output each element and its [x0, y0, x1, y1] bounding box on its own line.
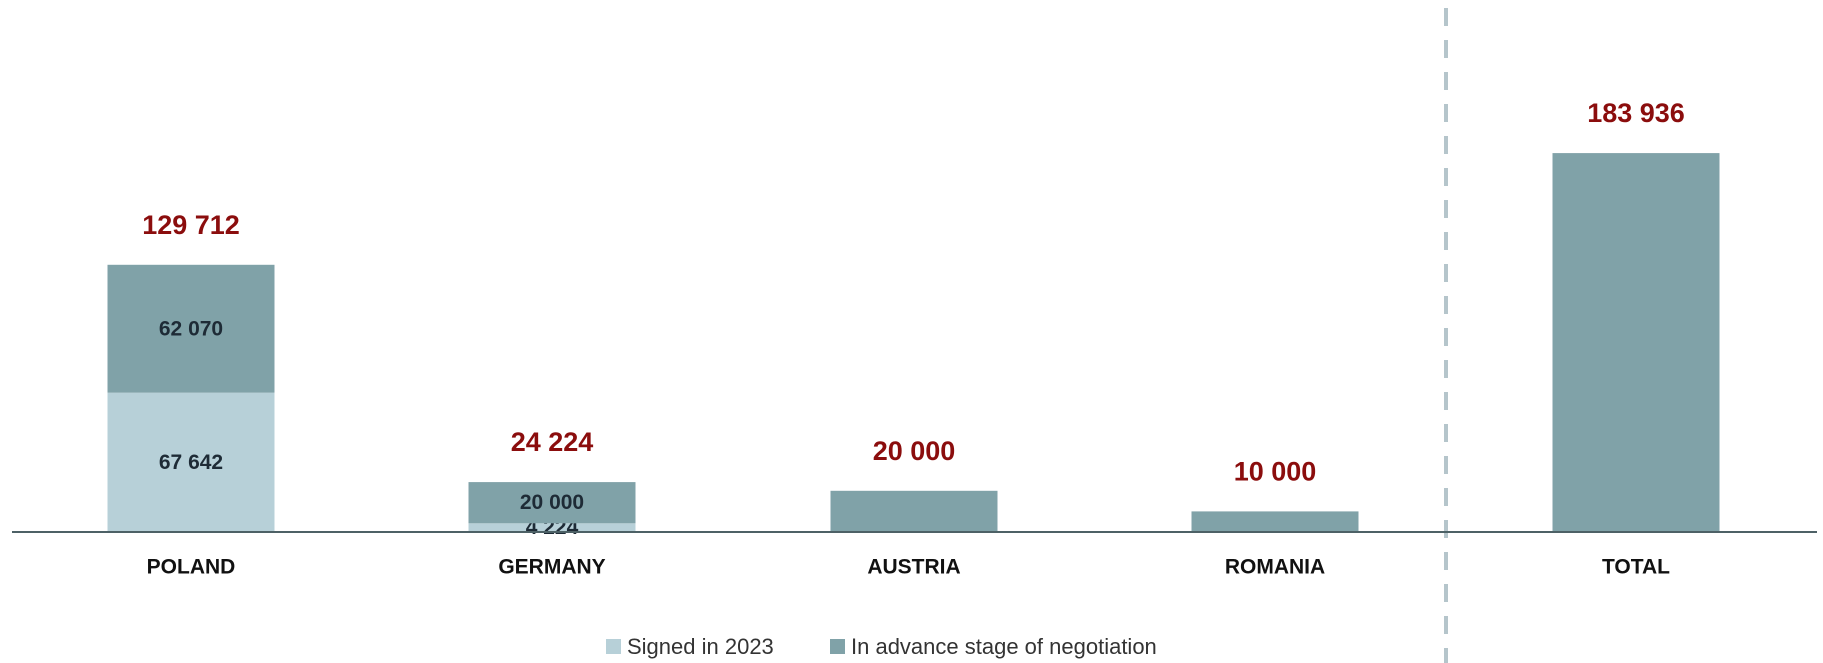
legend-swatch: [606, 639, 621, 654]
bar-segment: [107, 392, 275, 532]
segment-label: 67 642: [159, 451, 223, 474]
total-label: 129 712: [142, 210, 240, 240]
x-tick-label: POLAND: [147, 556, 236, 579]
total-label: 24 224: [511, 427, 594, 457]
bar-segment: [107, 264, 275, 393]
total-label: 20 000: [873, 436, 956, 466]
bar-segment: [830, 490, 998, 532]
x-tick-label: AUSTRIA: [867, 556, 960, 579]
bar-segment: [1552, 153, 1720, 532]
bar-segment: [468, 482, 636, 524]
x-tick-label: TOTAL: [1602, 556, 1670, 579]
segment-label: 62 070: [159, 317, 223, 340]
bar-segment: [1191, 511, 1359, 532]
legend-label: In advance stage of negotiation: [851, 634, 1157, 659]
x-tick-label: ROMANIA: [1225, 556, 1325, 579]
segment-label: 20 000: [520, 491, 584, 514]
total-label: 10 000: [1234, 457, 1317, 487]
legend-label: Signed in 2023: [627, 634, 774, 659]
x-tick-label: GERMANY: [498, 556, 605, 579]
bar-segment: [468, 523, 636, 532]
total-label: 183 936: [1587, 98, 1685, 128]
legend-swatch: [830, 639, 845, 654]
